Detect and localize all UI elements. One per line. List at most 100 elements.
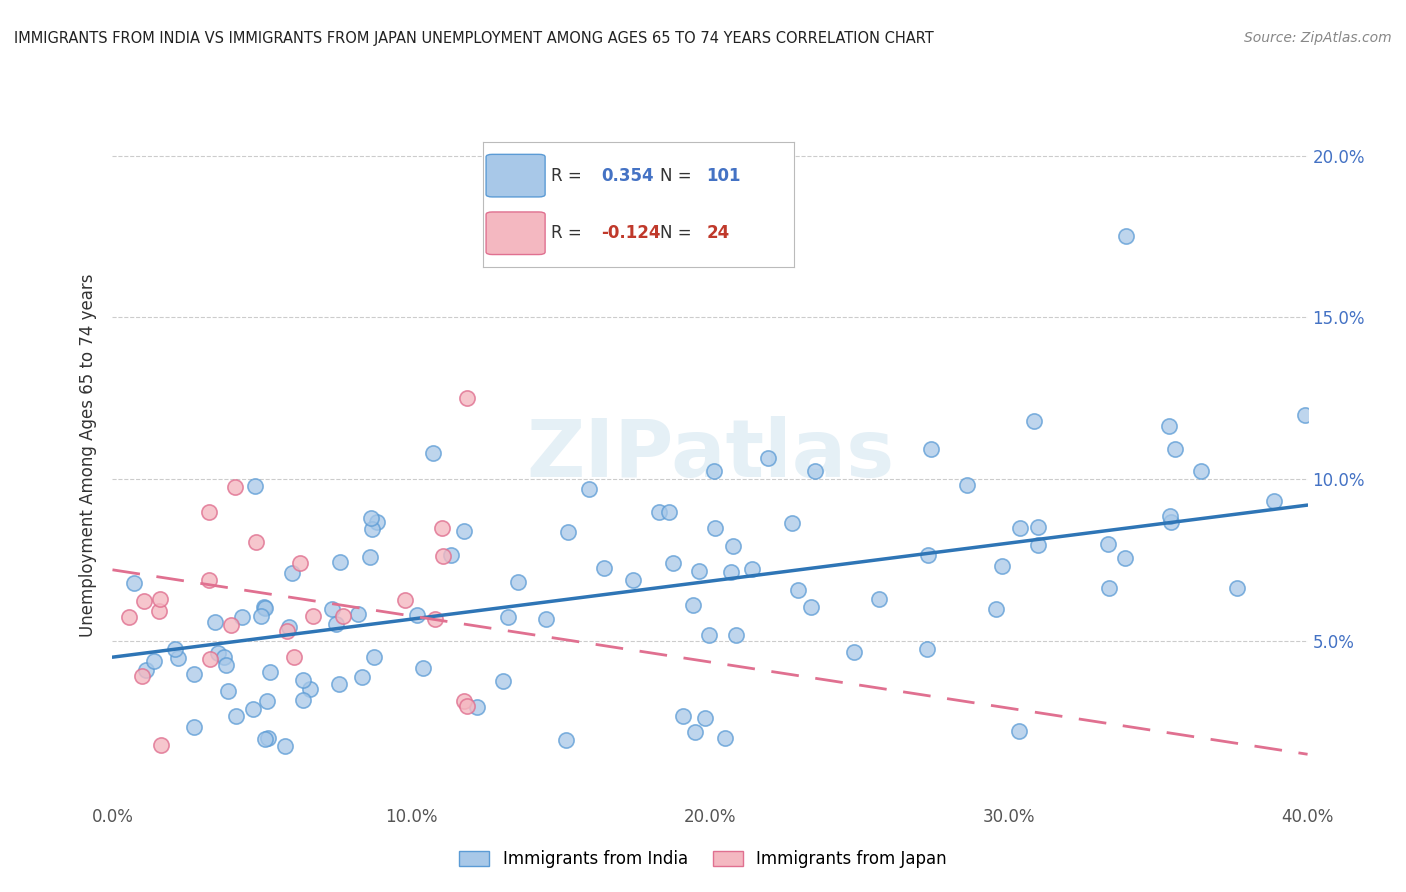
Point bbox=[1097, 537, 1119, 551]
Point bbox=[149, 738, 172, 752]
Point bbox=[456, 392, 478, 406]
Point bbox=[1098, 581, 1121, 595]
Point bbox=[214, 650, 236, 665]
Point bbox=[1022, 414, 1045, 428]
Point bbox=[1115, 229, 1137, 244]
Point bbox=[183, 667, 205, 681]
Point bbox=[197, 504, 219, 518]
Point bbox=[920, 442, 942, 457]
Point bbox=[165, 641, 187, 656]
Point bbox=[254, 600, 277, 615]
Text: IMMIGRANTS FROM INDIA VS IMMIGRANTS FROM JAPAN UNEMPLOYMENT AMONG AGES 65 TO 74 : IMMIGRANTS FROM INDIA VS IMMIGRANTS FROM… bbox=[14, 31, 934, 46]
Point bbox=[361, 522, 384, 536]
Point bbox=[148, 604, 170, 618]
Point bbox=[132, 594, 155, 608]
Point bbox=[299, 682, 322, 697]
Point bbox=[250, 608, 273, 623]
Point bbox=[245, 535, 267, 549]
Point bbox=[256, 694, 278, 708]
Point bbox=[1189, 464, 1212, 478]
Point bbox=[254, 731, 277, 746]
Point bbox=[662, 556, 685, 570]
Point bbox=[1263, 494, 1285, 508]
Point bbox=[198, 573, 221, 587]
Y-axis label: Unemployment Among Ages 65 to 74 years: Unemployment Among Ages 65 to 74 years bbox=[79, 273, 97, 637]
FancyBboxPatch shape bbox=[486, 212, 546, 254]
Point bbox=[1114, 551, 1136, 566]
Point bbox=[432, 521, 454, 535]
Point bbox=[800, 599, 823, 614]
Point bbox=[593, 561, 616, 575]
Point bbox=[259, 665, 281, 679]
Point bbox=[695, 711, 717, 725]
Point bbox=[292, 673, 315, 688]
Text: 0.354: 0.354 bbox=[600, 167, 654, 185]
Point bbox=[868, 591, 890, 606]
Point bbox=[200, 652, 222, 666]
Point bbox=[360, 510, 382, 524]
Point bbox=[219, 618, 242, 632]
Point bbox=[283, 650, 305, 665]
Point bbox=[1159, 509, 1181, 524]
Point bbox=[1226, 581, 1249, 595]
Point bbox=[647, 505, 669, 519]
Point bbox=[780, 516, 803, 531]
Point bbox=[224, 480, 246, 494]
Point bbox=[714, 731, 737, 745]
Point bbox=[842, 645, 865, 659]
Point bbox=[347, 607, 370, 621]
Point bbox=[276, 624, 298, 639]
Point bbox=[658, 505, 681, 519]
Point bbox=[453, 524, 475, 538]
Point bbox=[183, 720, 205, 734]
Point bbox=[142, 654, 165, 668]
Point bbox=[721, 539, 744, 553]
Point bbox=[672, 709, 695, 723]
Point bbox=[122, 576, 145, 591]
Point bbox=[363, 650, 385, 665]
Point bbox=[329, 555, 352, 569]
Point bbox=[804, 464, 827, 478]
Point bbox=[787, 583, 810, 598]
Point bbox=[465, 700, 488, 714]
Point bbox=[359, 550, 381, 565]
Point bbox=[440, 549, 463, 563]
Point bbox=[554, 733, 576, 747]
Legend: Immigrants from India, Immigrants from Japan: Immigrants from India, Immigrants from J… bbox=[453, 844, 953, 875]
Point bbox=[915, 641, 938, 656]
Point bbox=[134, 663, 156, 677]
Point bbox=[225, 709, 247, 723]
Point bbox=[741, 562, 763, 576]
Point bbox=[1164, 442, 1187, 456]
Point bbox=[366, 515, 388, 529]
Point bbox=[724, 628, 747, 642]
Point bbox=[682, 598, 704, 612]
FancyBboxPatch shape bbox=[486, 154, 546, 197]
Point bbox=[231, 609, 253, 624]
Point bbox=[1295, 408, 1317, 422]
Point bbox=[321, 602, 343, 616]
Point bbox=[292, 693, 315, 707]
Point bbox=[492, 673, 515, 688]
Text: N =: N = bbox=[659, 224, 697, 243]
Point bbox=[328, 677, 350, 691]
Point bbox=[207, 646, 229, 660]
Point bbox=[412, 661, 434, 675]
Point bbox=[278, 620, 301, 634]
Point bbox=[621, 573, 644, 587]
Point bbox=[422, 446, 444, 460]
Point bbox=[406, 608, 429, 623]
Point bbox=[557, 525, 579, 540]
Point bbox=[984, 602, 1007, 616]
Text: -0.124: -0.124 bbox=[600, 224, 661, 243]
Point bbox=[536, 612, 558, 626]
Point bbox=[352, 670, 374, 684]
Point bbox=[1026, 520, 1049, 534]
Text: ZIPatlas: ZIPatlas bbox=[526, 416, 894, 494]
Point bbox=[394, 593, 416, 607]
Point bbox=[149, 591, 172, 606]
Point bbox=[1008, 724, 1031, 739]
Point bbox=[578, 482, 600, 496]
Text: Source: ZipAtlas.com: Source: ZipAtlas.com bbox=[1244, 31, 1392, 45]
Text: N =: N = bbox=[659, 167, 697, 185]
